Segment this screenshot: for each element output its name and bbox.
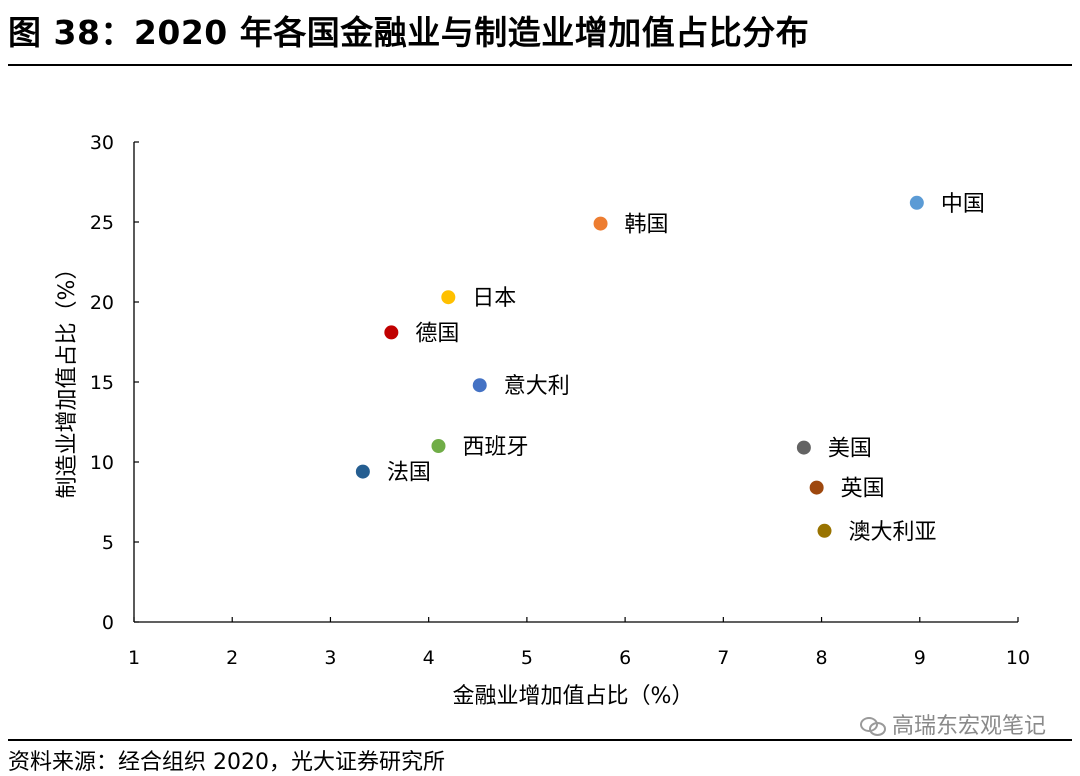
y-tick-label: 0 [102,612,114,634]
data-point [908,194,925,211]
x-tick-label: 8 [816,647,828,669]
x-tick-label: 4 [423,647,435,669]
watermark-text: 高瑞东宏观笔记 [891,714,1046,739]
x-axis-label: 金融业增加值占比（%） [453,684,694,709]
y-tick-label: 25 [90,212,114,234]
y-tick-label: 20 [90,292,114,314]
data-point-label: 美国 [828,437,872,462]
data-point [354,463,371,480]
data-point [795,439,812,456]
title-divider [8,64,1072,66]
data-point [471,377,488,394]
source-note: 资料来源：经合组织 2020，光大证券研究所 [8,750,445,775]
data-point-label: 澳大利亚 [849,520,937,545]
data-point-label: 意大利 [504,374,570,399]
data-point [383,324,400,341]
data-point-label: 德国 [415,321,459,346]
wechat-icon [859,715,886,736]
x-tick-label: 1 [128,647,140,669]
data-point-label: 英国 [841,477,885,502]
y-tick-label: 15 [90,372,114,394]
data-point-label: 法国 [387,461,431,486]
x-tick-label: 3 [324,647,336,669]
data-point [816,522,833,539]
x-tick-label: 5 [521,647,533,669]
y-tick-label: 10 [90,452,114,474]
data-point [430,438,447,454]
data-point-label: 日本 [472,286,516,311]
data-point-label: 韩国 [625,213,669,238]
source-divider [8,739,1072,741]
x-tick-label: 10 [1006,647,1030,669]
y-tick-label: 5 [102,532,114,554]
chart-axes [133,142,1018,623]
x-tick-label: 7 [717,647,729,669]
data-point [440,289,457,306]
y-tick-label: 30 [90,132,114,154]
data-point [808,479,825,496]
x-tick-label: 2 [226,647,238,669]
data-point-label: 中国 [941,192,985,217]
y-axis-label: 制造业增加值占比（%） [55,258,80,499]
chart-title: 图 38：2020 年各国金融业与制造业增加值占比分布 [8,13,810,52]
data-point [592,215,609,232]
data-point-label: 西班牙 [462,435,528,460]
watermark: 高瑞东宏观笔记 [859,708,1046,740]
x-tick-label: 6 [619,647,631,669]
x-tick-label: 9 [914,647,926,669]
chart-ticks: 1 2 3 4 5 6 7 8 9 10 0 5 10 15 20 25 30 [90,132,1030,669]
